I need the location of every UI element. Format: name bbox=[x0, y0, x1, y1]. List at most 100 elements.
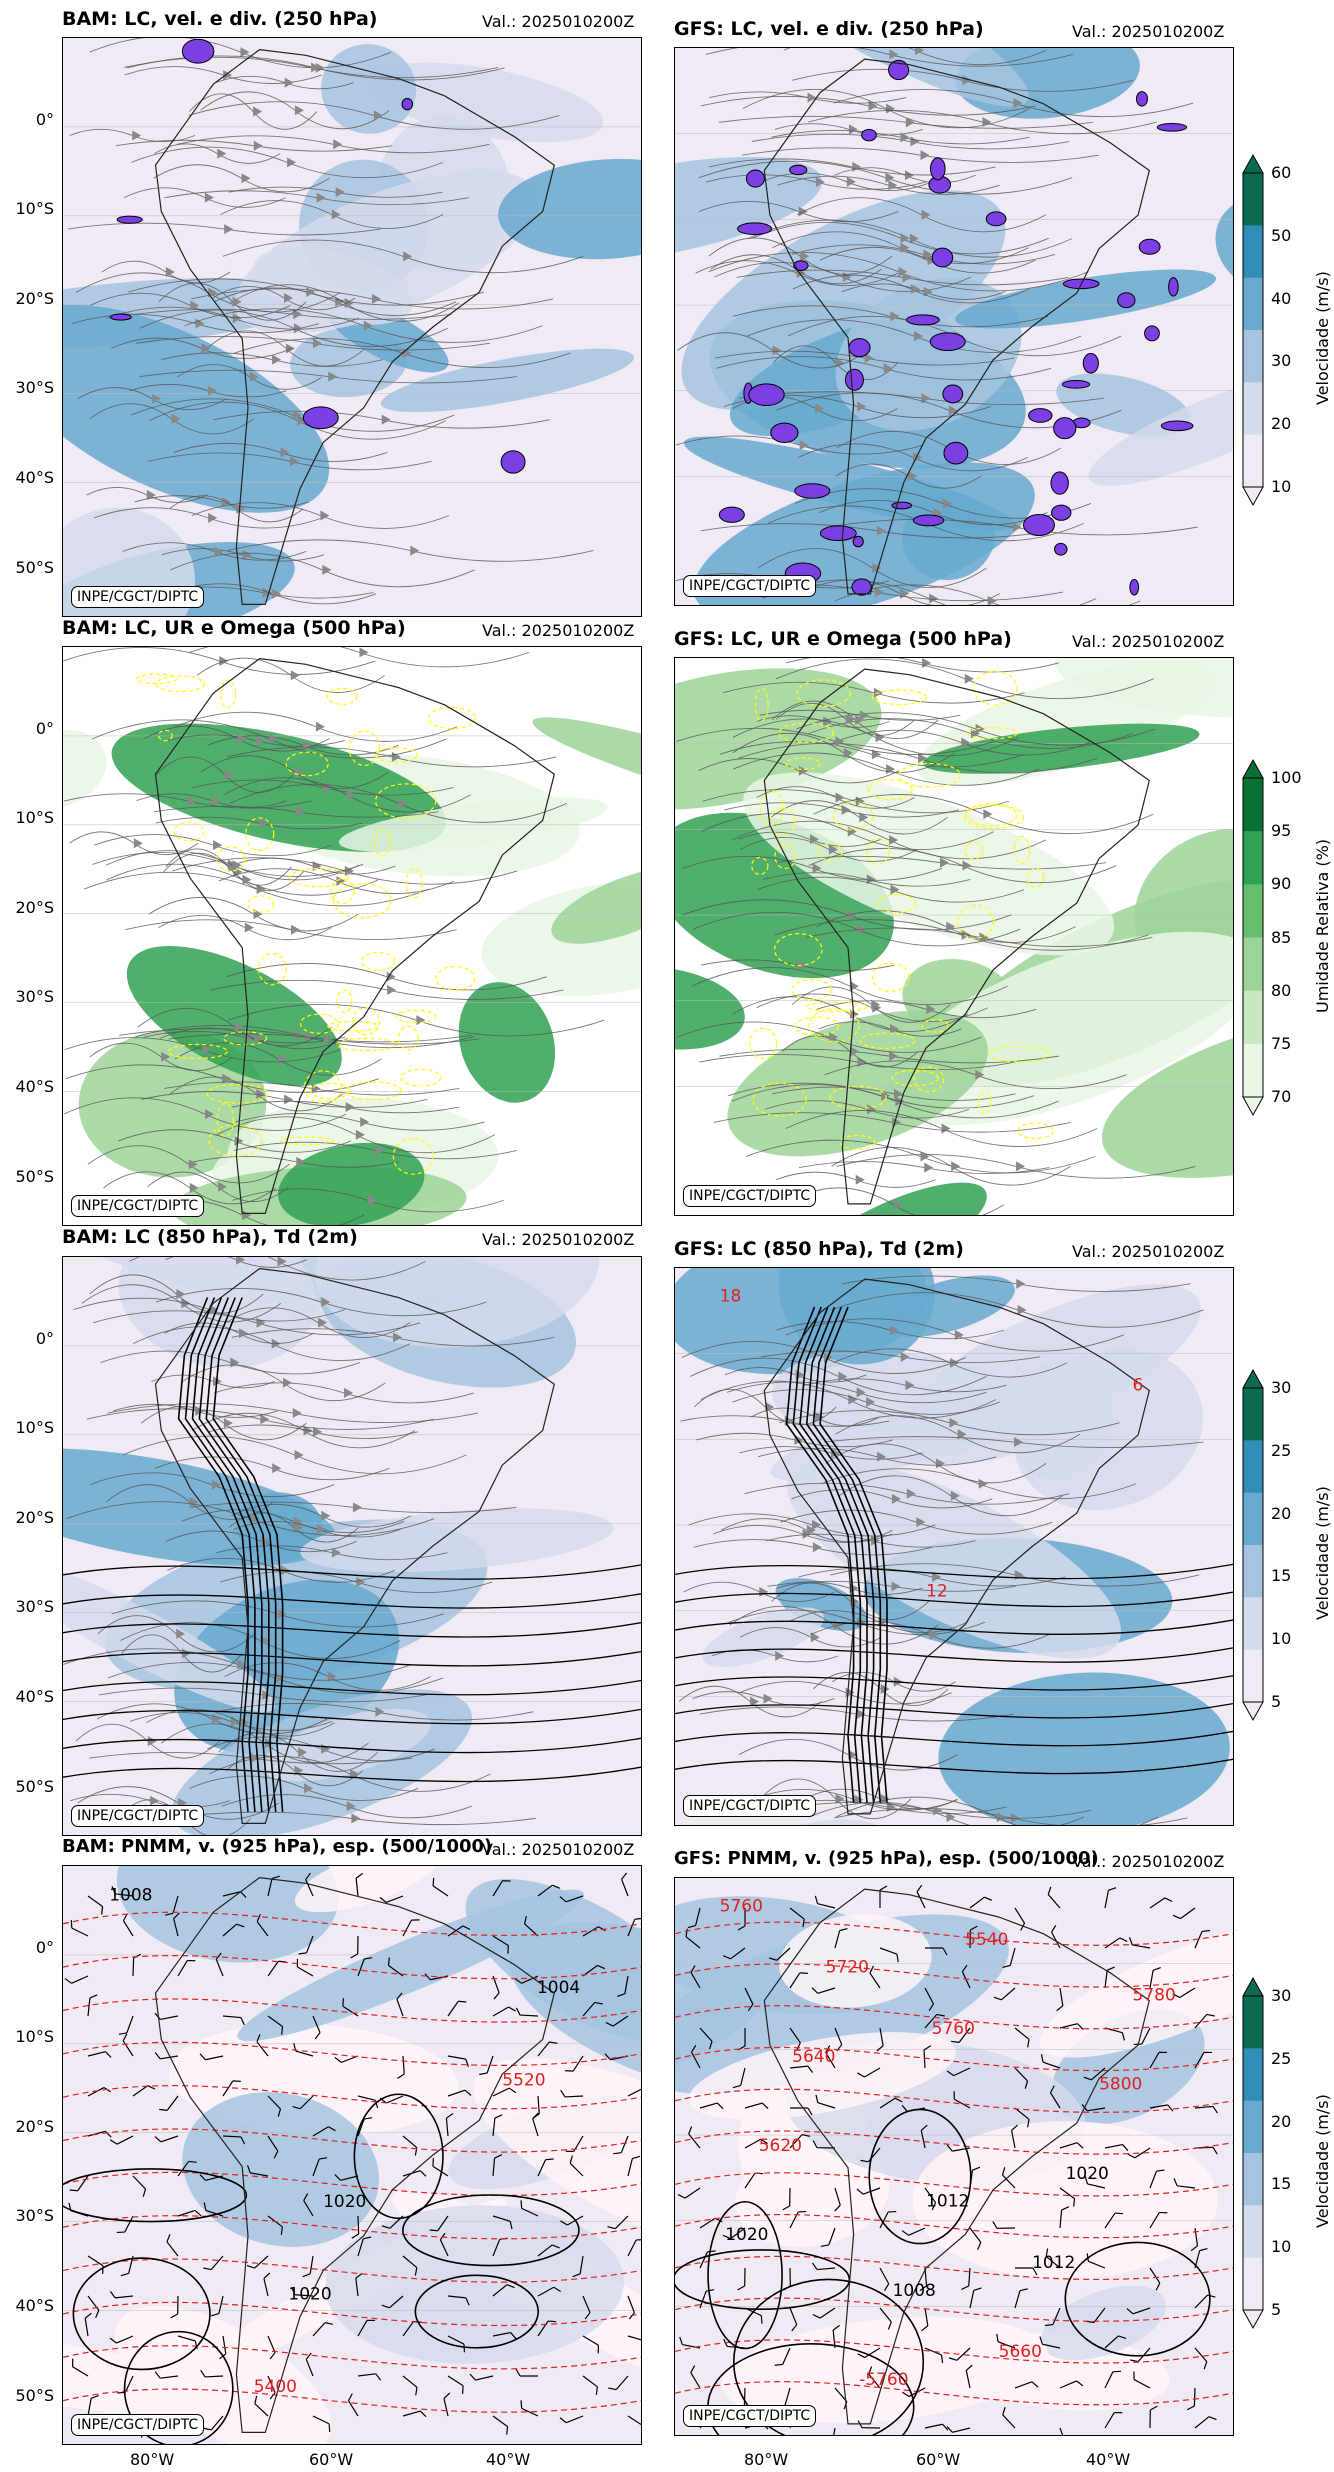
omega-contour bbox=[373, 828, 392, 857]
lat-label: 50°S bbox=[15, 558, 54, 577]
streamline-arrow bbox=[208, 385, 218, 396]
colorbar-segment bbox=[1243, 990, 1263, 1045]
wind-barb bbox=[1194, 2051, 1213, 2069]
wind-barb bbox=[1133, 2371, 1151, 2389]
streamline-arrow bbox=[886, 103, 896, 114]
wind-barb bbox=[357, 2319, 376, 2337]
map-canvas bbox=[675, 658, 1233, 1215]
wind-barb bbox=[1149, 2405, 1158, 2429]
streamline bbox=[718, 115, 1093, 129]
contour-label: 5760 bbox=[932, 2019, 975, 2039]
map-gfs-250hpa[interactable]: INPE/CGCT/DIPTC bbox=[674, 47, 1234, 606]
shaded-field-blob bbox=[681, 190, 1006, 411]
streamline-arrow bbox=[835, 1793, 845, 1804]
streamline-arrow bbox=[318, 1317, 328, 1328]
streamline-arrow bbox=[946, 921, 956, 932]
wind-barb bbox=[1172, 1987, 1196, 1999]
colorbar-tick-label: 85 bbox=[1271, 927, 1292, 947]
map-gfs-850hpa[interactable]: 18 12 6 INPE/CGCT/DIPTC bbox=[674, 1267, 1234, 1826]
omega-contour bbox=[435, 965, 476, 991]
shaded-field-blob bbox=[1101, 1012, 1233, 1178]
streamline-arrow bbox=[924, 1162, 934, 1173]
wind-barb bbox=[159, 2095, 179, 2111]
map-gfs-pnmm[interactable]: 5760 1012 5780 1008 5800 -5760 1020 5720 1012 564… bbox=[674, 1877, 1234, 2436]
streamline-arrow bbox=[294, 1449, 304, 1460]
shaded-field-blob bbox=[1088, 375, 1233, 486]
contour-label: 5620 bbox=[759, 2136, 802, 2156]
divergence-contour bbox=[1051, 504, 1072, 521]
dewpoint-contour bbox=[792, 1306, 862, 1803]
colorbar-tick-label: 60 bbox=[1271, 163, 1292, 182]
wind-barb bbox=[879, 1885, 888, 1908]
contour-label: 1008 bbox=[893, 2281, 936, 2301]
streamline bbox=[775, 1802, 1092, 1819]
streamline-arrow bbox=[1017, 1304, 1027, 1315]
streamline-arrow bbox=[846, 176, 856, 187]
streamline-arrow bbox=[373, 110, 383, 121]
colorbar-extend-top bbox=[1242, 758, 1264, 779]
omega-contour bbox=[791, 979, 832, 1001]
shaded-field-blob bbox=[114, 2305, 332, 2444]
wind-barb bbox=[627, 2335, 641, 2342]
dewpoint-contour bbox=[63, 1708, 641, 1725]
credit-badge: INPE/CGCT/DIPTC bbox=[683, 1185, 817, 1207]
omega-contour bbox=[332, 883, 392, 919]
colorbar-tick-label: 95 bbox=[1271, 821, 1292, 841]
streamline-arrow bbox=[843, 747, 853, 758]
wind-barb bbox=[559, 2415, 584, 2424]
streamline-arrow bbox=[208, 287, 218, 298]
wind-barb bbox=[492, 2415, 509, 2435]
streamline-arrow bbox=[889, 835, 899, 846]
wind-barb bbox=[351, 2215, 360, 2239]
panel-title: GFS: LC (850 hPa), Td (2m) bbox=[674, 1238, 964, 1260]
streamline bbox=[143, 1030, 346, 1044]
streamline bbox=[682, 855, 943, 881]
map-gfs-500hpa[interactable]: INPE/CGCT/DIPTC bbox=[674, 657, 1234, 1216]
colorbar-tick-label: 25 bbox=[1271, 1440, 1292, 1460]
streamline bbox=[716, 356, 1052, 381]
divergence-contour bbox=[1135, 91, 1148, 107]
streamline bbox=[785, 658, 1059, 673]
map-bam-500hpa[interactable]: INPE/CGCT/DIPTC bbox=[62, 646, 642, 1226]
streamline bbox=[168, 1033, 480, 1045]
streamline bbox=[69, 1793, 231, 1808]
streamline bbox=[83, 871, 430, 907]
contour-label: 1012 bbox=[926, 2192, 969, 2212]
wind-barb bbox=[1002, 2406, 1016, 2429]
streamline-arrow bbox=[856, 1387, 866, 1398]
streamline-arrow bbox=[950, 1357, 960, 1368]
shaded-field-blob bbox=[702, 1607, 825, 1667]
wind-barb bbox=[790, 2107, 813, 2116]
streamline-arrow bbox=[262, 587, 272, 598]
wind-barb bbox=[901, 2227, 926, 2236]
dewpoint-contour bbox=[805, 1306, 875, 1803]
wind-barb bbox=[1047, 1886, 1061, 1909]
streamline bbox=[166, 1530, 357, 1553]
streamline bbox=[232, 1188, 504, 1213]
colorbar-tick-label: 10 bbox=[1271, 1629, 1292, 1649]
streamline bbox=[798, 443, 1029, 472]
map-bam-pnmm[interactable]: 1008 1020 1004 1020 5520 5400 INPE/CGCT/DIPTC bbox=[62, 1865, 642, 2445]
streamline-arrow bbox=[979, 932, 989, 943]
streamline-arrow bbox=[920, 1151, 930, 1162]
wind-barb bbox=[688, 2126, 701, 2149]
streamline bbox=[692, 1691, 835, 1706]
wind-barb bbox=[685, 1928, 701, 1949]
streamline-arrow bbox=[293, 1522, 303, 1533]
wind-barb bbox=[1194, 2416, 1217, 2429]
map-bam-850hpa[interactable]: INPE/CGCT/DIPTC bbox=[62, 1256, 642, 1836]
pressure-contour bbox=[1064, 2241, 1211, 2357]
streamline-arrow bbox=[293, 309, 303, 320]
streamline bbox=[698, 160, 1073, 195]
map-bam-250hpa[interactable]: INPE/CGCT/DIPTC bbox=[62, 37, 642, 617]
wind-barb bbox=[492, 2215, 513, 2230]
wind-barb bbox=[1001, 2167, 1016, 2189]
wind-barb bbox=[432, 1877, 449, 1897]
thickness-contour bbox=[63, 2345, 641, 2370]
streamline bbox=[174, 711, 458, 742]
wind-barb bbox=[357, 2117, 373, 2137]
streamline bbox=[169, 1076, 343, 1112]
colorbar-extend-bottom bbox=[1242, 2309, 1264, 2330]
omega-contour bbox=[754, 687, 769, 722]
omega-contour bbox=[866, 837, 890, 866]
